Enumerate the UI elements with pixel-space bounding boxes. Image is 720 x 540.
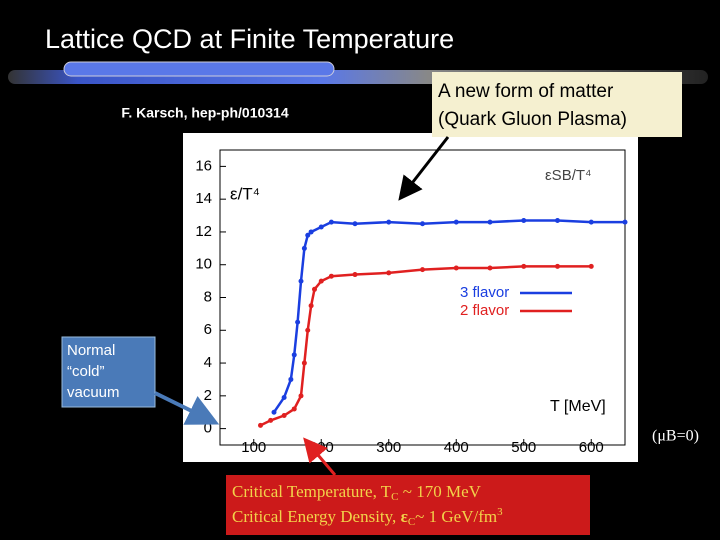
- data-point: [328, 273, 334, 279]
- data-point: [281, 394, 287, 400]
- critical-temperature: Critical Temperature, TC ~ 170 MeV: [232, 482, 482, 503]
- condition: (μB=0): [652, 428, 699, 445]
- data-point: [298, 393, 304, 399]
- qgp-callout-box: [432, 72, 682, 137]
- data-point: [521, 263, 527, 269]
- y-tick-label: 2: [204, 387, 212, 404]
- data-point: [328, 219, 334, 225]
- data-point: [308, 229, 314, 235]
- data-point: [301, 245, 307, 251]
- data-point: [301, 360, 307, 366]
- data-point: [521, 217, 527, 223]
- data-point: [453, 219, 459, 225]
- y-tick-label: 16: [195, 157, 212, 174]
- vacuum-callout: Normal: [67, 342, 115, 359]
- vacuum-callout-box: [61, 336, 156, 408]
- data-point: [305, 327, 311, 333]
- data-point: [386, 270, 392, 276]
- data-point: [308, 303, 314, 309]
- data-point: [295, 319, 301, 325]
- data-point: [453, 265, 459, 271]
- data-point: [271, 409, 277, 415]
- qgp-callout: (Quark Gluon Plasma): [438, 109, 627, 130]
- data-point: [420, 267, 425, 273]
- data-point: [268, 417, 274, 423]
- data-point: [487, 219, 493, 225]
- data-point: [622, 219, 628, 225]
- critical-box: [226, 475, 590, 535]
- slide-title: Lattice QCD at Finite Temperature: [45, 24, 454, 54]
- y-tick-label: 12: [195, 223, 212, 240]
- x-tick-label: 600: [579, 439, 604, 456]
- x-tick-label: 300: [376, 439, 401, 456]
- text: Critical Temperature, T: [232, 482, 392, 501]
- y-axis-label: ε/T⁴: [230, 184, 260, 203]
- superscript: 3: [497, 506, 503, 518]
- qgp-arrow: [398, 136, 450, 201]
- data-point: [318, 278, 324, 284]
- data-point: [258, 422, 263, 428]
- subscript: C: [408, 516, 415, 528]
- data-point: [555, 217, 560, 223]
- x-tick-label: 500: [511, 439, 536, 456]
- vacuum-callout: vacuum: [67, 384, 120, 401]
- data-point: [288, 376, 294, 382]
- data-point: [281, 413, 287, 418]
- data-point: [588, 219, 594, 225]
- text: ε: [401, 507, 408, 526]
- critical-density: Critical Energy Density, εC~ 1 GeV/fm3: [232, 506, 503, 528]
- legend-label: 3 flavor: [460, 284, 509, 301]
- text: ~ 1 GeV/fm: [415, 507, 497, 526]
- data-point: [420, 221, 425, 227]
- data-point: [298, 278, 304, 284]
- data-point: [352, 221, 358, 227]
- y-tick-label: 0: [204, 420, 212, 437]
- data-point: [291, 352, 297, 358]
- vacuum-callout: “cold”: [67, 363, 105, 380]
- data-point: [305, 232, 311, 238]
- x-axis-label: T [MeV]: [550, 398, 606, 415]
- subscript: C: [391, 491, 398, 503]
- data-point: [352, 272, 358, 278]
- text: Critical Energy Density,: [232, 507, 401, 526]
- y-tick-label: 4: [204, 354, 212, 371]
- data-point: [555, 263, 560, 269]
- y-tick-label: 8: [204, 288, 212, 305]
- data-point: [588, 263, 594, 269]
- legend-label: 2 flavor: [460, 302, 509, 319]
- series-line: [272, 219, 625, 413]
- x-tick-label: 400: [444, 439, 469, 456]
- data-point: [312, 286, 317, 292]
- title-bar-highlight: [63, 61, 335, 77]
- citation: F. Karsch, hep-ph/010314: [121, 105, 289, 121]
- vacuum-arrow: [154, 391, 220, 425]
- annotation: εSB/T⁴: [545, 167, 591, 184]
- y-tick-label: 14: [195, 190, 212, 207]
- y-tick-label: 6: [204, 321, 212, 338]
- data-point: [386, 219, 392, 225]
- data-point: [291, 406, 297, 412]
- qgp-callout: A new form of matter: [438, 81, 614, 102]
- text: ~ 170 MeV: [399, 482, 482, 501]
- y-tick-label: 10: [195, 256, 212, 273]
- critical-arrow: [303, 437, 337, 476]
- data-point: [318, 224, 324, 230]
- x-tick-label: 100: [241, 439, 266, 456]
- data-point: [487, 265, 493, 271]
